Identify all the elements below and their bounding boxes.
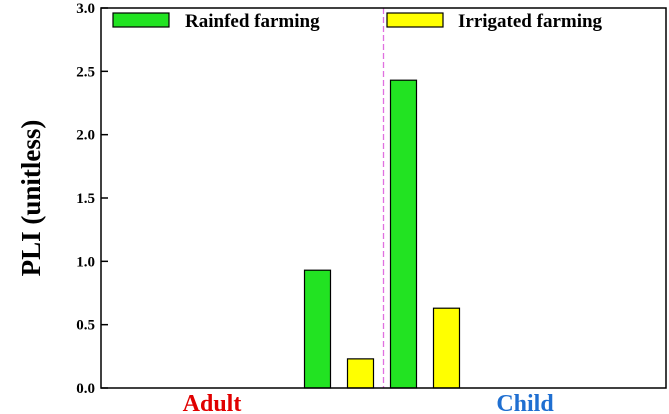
legend-label-irrigated: Irrigated farming bbox=[458, 11, 603, 32]
y-tick-label: 1.0 bbox=[76, 254, 95, 270]
y-tick-label: 2.0 bbox=[76, 128, 95, 144]
y-axis-label: PLI (unitless) bbox=[16, 120, 46, 277]
y-tick-label: 0.5 bbox=[76, 318, 95, 334]
bar-rainfed-child bbox=[389, 79, 418, 389]
legend-swatch-rainfed bbox=[112, 12, 170, 28]
plot-frame bbox=[100, 7, 667, 389]
category-label-child: Child bbox=[496, 391, 554, 414]
y-tick-label: 1.5 bbox=[76, 191, 95, 207]
bar-irrigated-child bbox=[432, 307, 461, 389]
y-tick-label: 2.5 bbox=[76, 64, 95, 80]
y-tick-label: 3.0 bbox=[76, 1, 95, 17]
category-label-adult: Adult bbox=[183, 391, 242, 414]
y-tick-label: 0.0 bbox=[76, 381, 95, 397]
bar-irrigated-adult bbox=[346, 358, 375, 389]
legend-label-rainfed: Rainfed farming bbox=[185, 11, 320, 32]
legend-swatch-irrigated bbox=[386, 12, 444, 28]
bar-rainfed-adult bbox=[303, 269, 332, 389]
